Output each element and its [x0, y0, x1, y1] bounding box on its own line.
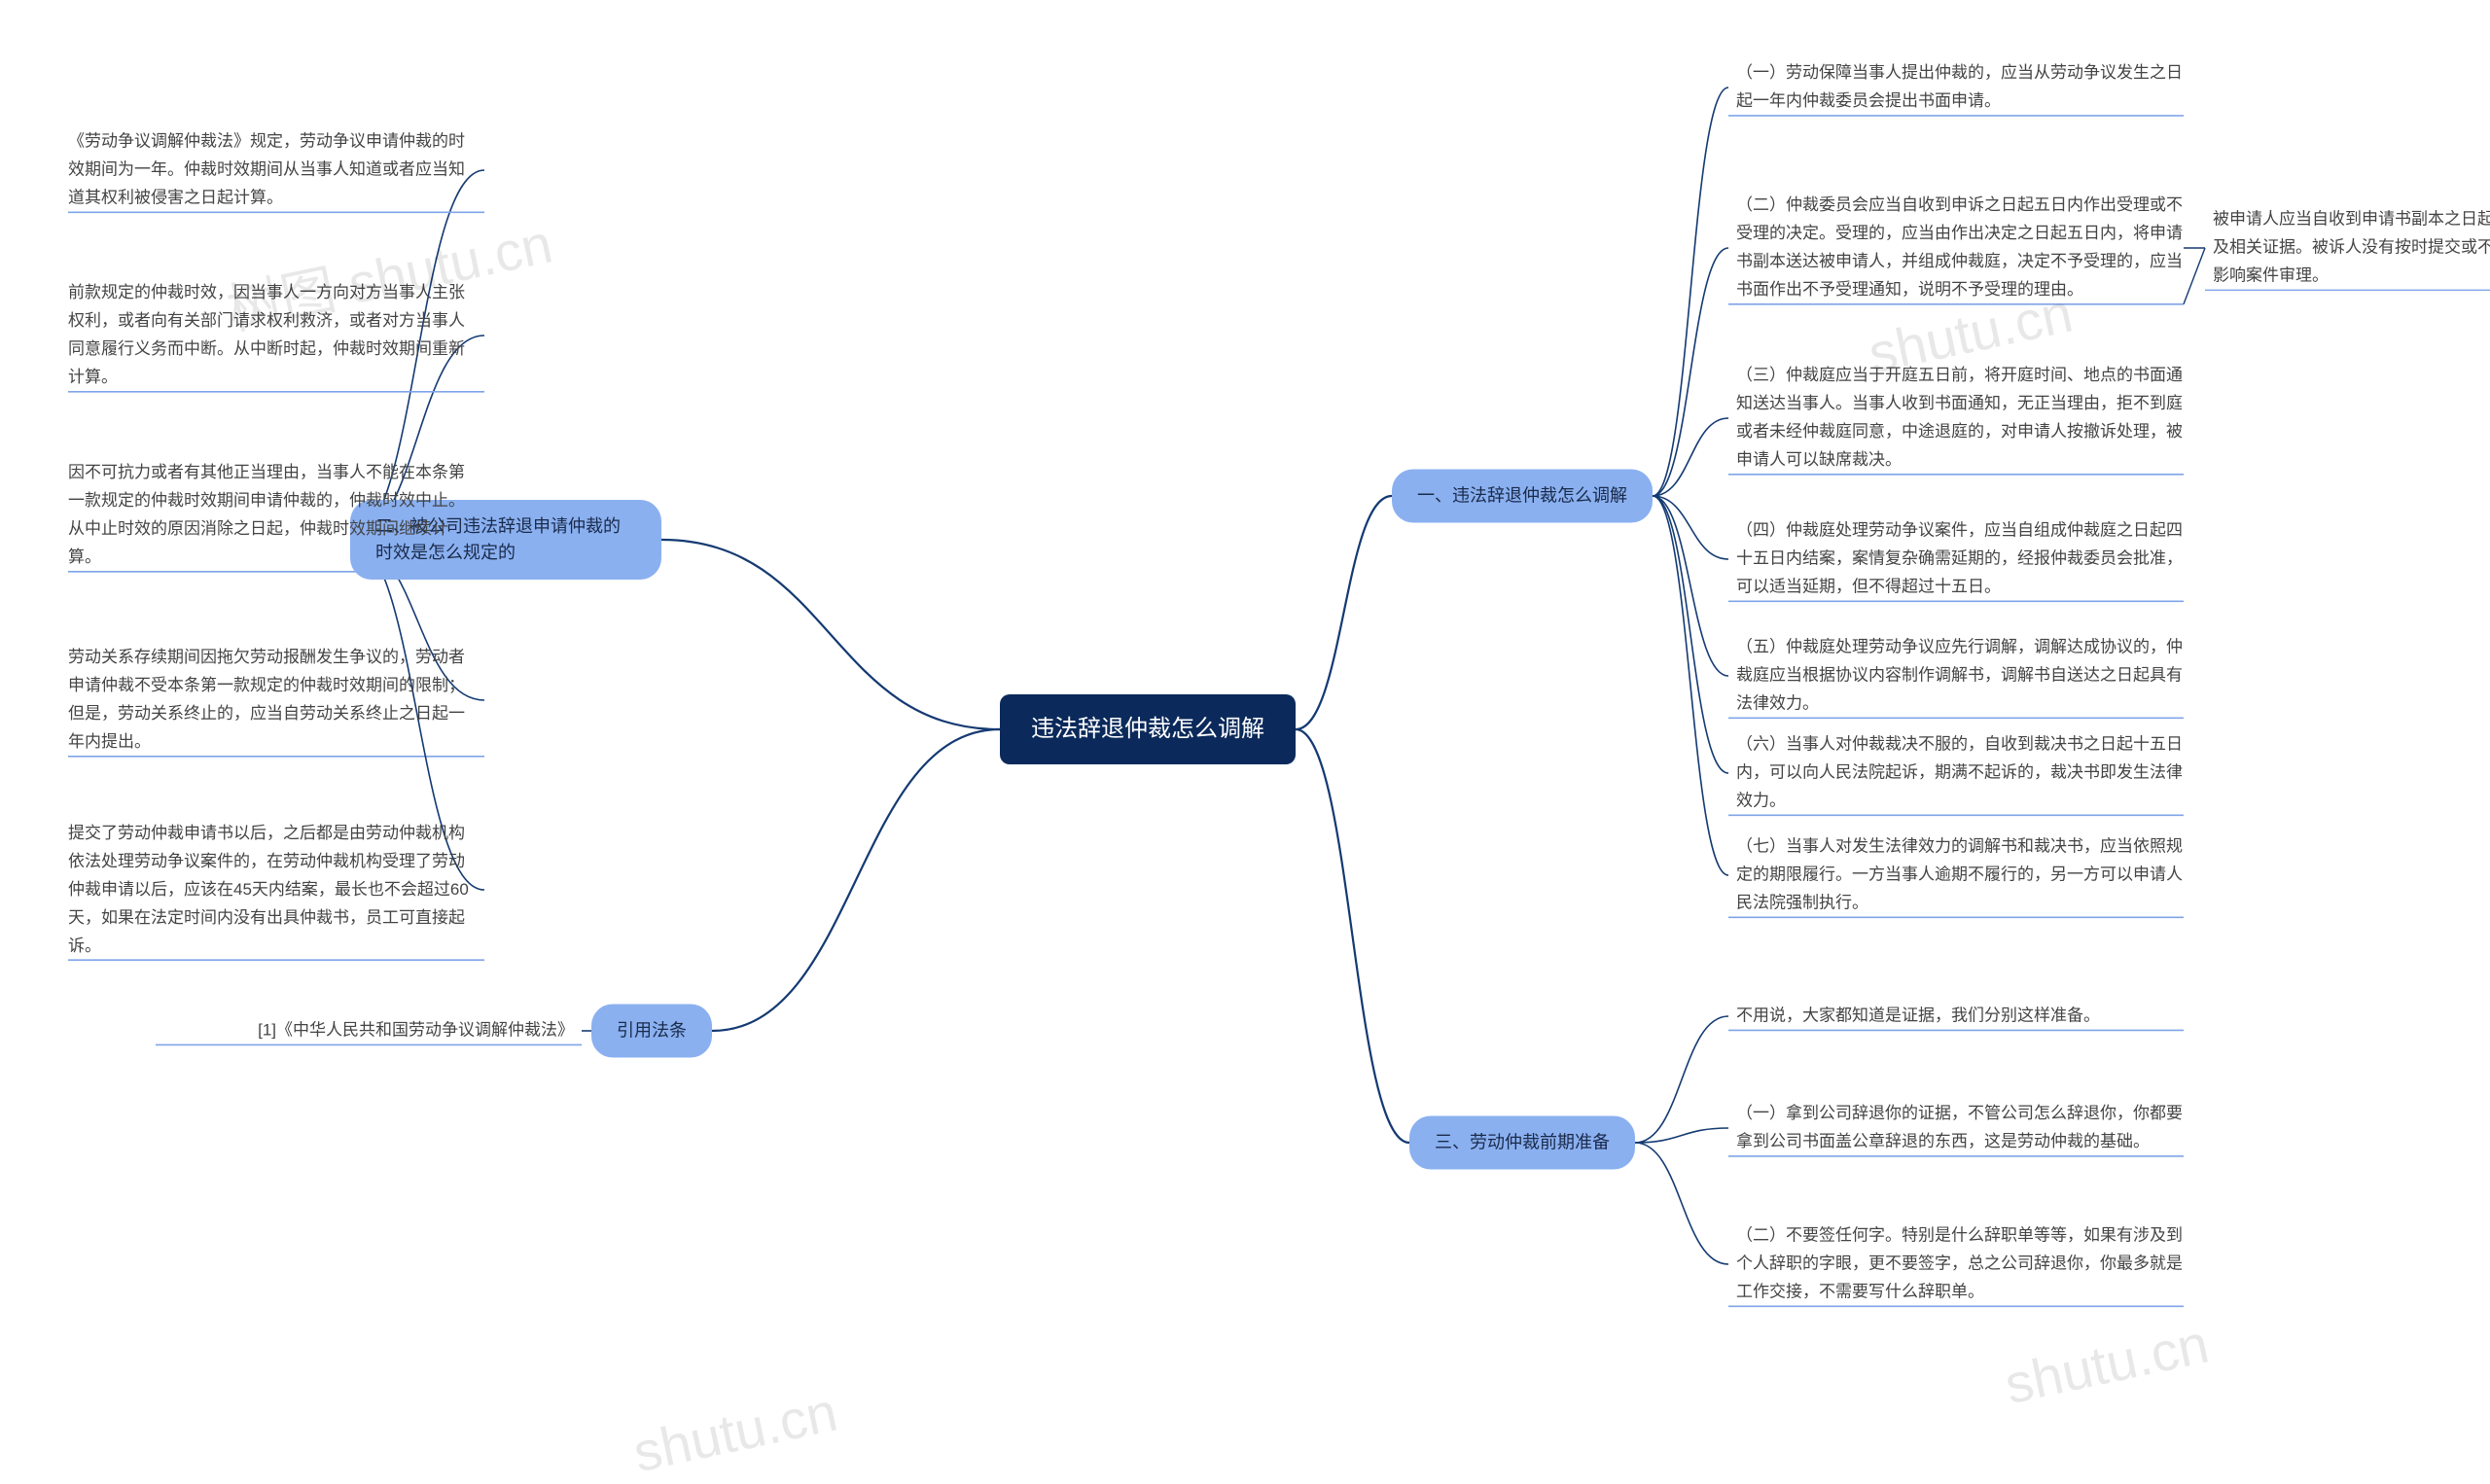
- leaf-r3-0: 不用说，大家都知道是证据，我们分别这样准备。: [1736, 1003, 2184, 1031]
- leaf-l4-0: [1]《中华人民共和国劳动争议调解仲裁法》: [156, 1017, 574, 1045]
- leaf-l2-3: 劳动关系存续期间因拖欠劳动报酬发生争议的，劳动者申请仲裁不受本条第一款规定的仲裁…: [68, 644, 477, 757]
- leaf-r3-1: （一）拿到公司辞退你的证据，不管公司怎么辞退你，你都要拿到公司书面盖公章辞退的东…: [1736, 1100, 2184, 1156]
- branch-node-l4: 引用法条: [591, 1005, 712, 1058]
- leaf-l2-1: 前款规定的仲裁时效，因当事人一方向对方当事人主张权利，或者向有关部门请求权利救济…: [68, 279, 477, 392]
- leaf-r1-4: （五）仲裁庭处理劳动争议应先行调解，调解达成协议的，仲裁庭应当根据协议内容制作调…: [1736, 634, 2184, 719]
- leaf-l2-0: 《劳动争议调解仲裁法》规定，劳动争议申请仲裁的时效期间为一年。仲裁时效期间从当事…: [68, 128, 477, 213]
- leaf-r1-1-child: 被申请人应当自收到申请书副本之日起十日内提交答辩书及相关证据。被诉人没有按时提交…: [2213, 206, 2490, 291]
- leaf-r1-3: （四）仲裁庭处理劳动争议案件，应当自组成仲裁庭之日起四十五日内结案，案情复杂确需…: [1736, 517, 2184, 602]
- leaf-l2-2: 因不可抗力或者有其他正当理由，当事人不能在本条第一款规定的仲裁时效期间申请仲裁的…: [68, 459, 477, 572]
- branch-node-r1: 一、违法辞退仲裁怎么调解: [1392, 470, 1653, 523]
- root-node: 违法辞退仲裁怎么调解: [1000, 694, 1296, 764]
- leaf-r1-6: （七）当事人对发生法律效力的调解书和裁决书，应当依照规定的期限履行。一方当事人逾…: [1736, 833, 2184, 918]
- leaf-r1-5: （六）当事人对仲裁裁决不服的，自收到裁决书之日起十五日内，可以向人民法院起诉，期…: [1736, 731, 2184, 816]
- leaf-r1-2: （三）仲裁庭应当于开庭五日前，将开庭时间、地点的书面通知送达当事人。当事人收到书…: [1736, 362, 2184, 475]
- leaf-l2-4: 提交了劳动仲裁申请书以后，之后都是由劳动仲裁机构依法处理劳动争议案件的，在劳动仲…: [68, 820, 477, 960]
- leaf-r1-0: （一）劳动保障当事人提出仲裁的，应当从劳动争议发生之日起一年内仲裁委员会提出书面…: [1736, 59, 2184, 116]
- leaf-r1-1: （二）仲裁委员会应当自收到申诉之日起五日内作出受理或不受理的决定。受理的，应当由…: [1736, 192, 2184, 304]
- branch-node-r3: 三、劳动仲裁前期准备: [1409, 1116, 1635, 1170]
- leaf-r3-2: （二）不要签任何字。特别是什么辞职单等等，如果有涉及到个人辞职的字眼，更不要签字…: [1736, 1222, 2184, 1307]
